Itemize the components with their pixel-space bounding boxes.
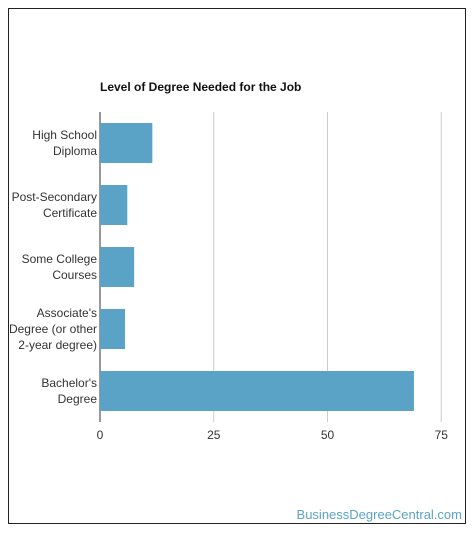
bar bbox=[100, 247, 135, 287]
category-label: Some College Courses bbox=[22, 252, 98, 282]
category-labels: High School Diploma Post-Secondary Certific… bbox=[9, 128, 97, 406]
x-tick-labels: 0 25 50 75 bbox=[97, 428, 449, 442]
bar bbox=[100, 123, 153, 163]
bar bbox=[100, 185, 128, 225]
x-tick-label: 50 bbox=[321, 428, 335, 442]
category-label: Bachelor's Degree bbox=[41, 376, 97, 406]
source-credit[interactable]: BusinessDegreeCentral.com bbox=[296, 507, 462, 522]
category-label: Associate's Degree (or other 2-year degree… bbox=[9, 306, 97, 352]
category-label: High School Diploma bbox=[32, 128, 97, 158]
x-tick-label: 0 bbox=[97, 428, 104, 442]
bar bbox=[100, 309, 126, 349]
x-tick-label: 25 bbox=[207, 428, 221, 442]
chart-title: Level of Degree Needed for the Job bbox=[100, 80, 301, 94]
bar bbox=[100, 371, 414, 411]
bars bbox=[100, 123, 414, 411]
category-label: Post-Secondary Certificate bbox=[12, 190, 98, 220]
chart-frame bbox=[8, 8, 466, 524]
x-tick-label: 75 bbox=[435, 428, 449, 442]
